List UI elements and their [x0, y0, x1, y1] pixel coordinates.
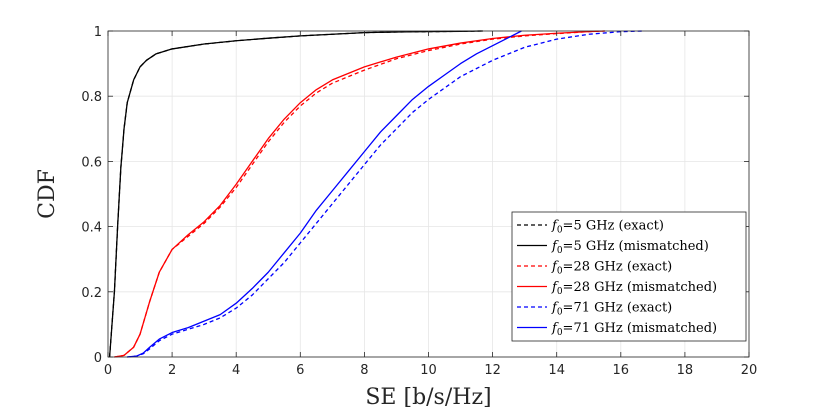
- legend-entry: f0=71 GHz (exact): [551, 301, 672, 318]
- x-tick-label: 14: [548, 363, 565, 378]
- legend-entry: f0=71 GHz (mismatched): [551, 321, 717, 338]
- y-tick-label: 0.2: [81, 286, 102, 301]
- x-tick-label: 2: [168, 363, 176, 378]
- legend-box: [511, 211, 747, 342]
- x-tick-label: 16: [613, 363, 630, 378]
- legend: f0=5 GHz (exact) f0=5 GHz (mismatched) f0=…: [511, 211, 747, 342]
- y-tick-label: 0.6: [81, 155, 102, 170]
- x-tick-label: 4: [232, 363, 240, 378]
- x-tick-label: 0: [104, 363, 112, 378]
- series-line-1: [108, 30, 483, 358]
- legend-entry: f0=28 GHz (mismatched): [551, 280, 717, 297]
- y-axis-title: CDF: [35, 169, 60, 219]
- series-line-4: [127, 30, 644, 358]
- ticks: 0 2 4 6 8 10 12 14 16 18 20 0 0.2 0.4 0.6 0.8 1: [81, 25, 757, 378]
- series-layer: [108, 30, 644, 358]
- x-tick-label: 12: [484, 363, 501, 378]
- legend-entry: f0=28 GHz (exact): [551, 260, 672, 277]
- legend-entry: f0=5 GHz (exact): [551, 219, 664, 236]
- x-tick-label: 6: [296, 363, 304, 378]
- x-axis-title: SE [b/s/Hz]: [365, 385, 491, 410]
- x-tick-label: 20: [741, 363, 758, 378]
- y-tick-label: 0: [94, 351, 102, 366]
- y-tick-label: 0.8: [81, 90, 102, 105]
- legend-entry: f0=5 GHz (mismatched): [551, 239, 709, 256]
- y-tick-label: 0.4: [81, 221, 102, 236]
- y-tick-label: 1: [94, 25, 102, 40]
- x-tick-label: 10: [420, 363, 437, 378]
- x-tick-label: 8: [360, 363, 368, 378]
- series-line-5: [127, 30, 522, 358]
- x-tick-label: 18: [677, 363, 694, 378]
- series-line-3: [114, 30, 605, 358]
